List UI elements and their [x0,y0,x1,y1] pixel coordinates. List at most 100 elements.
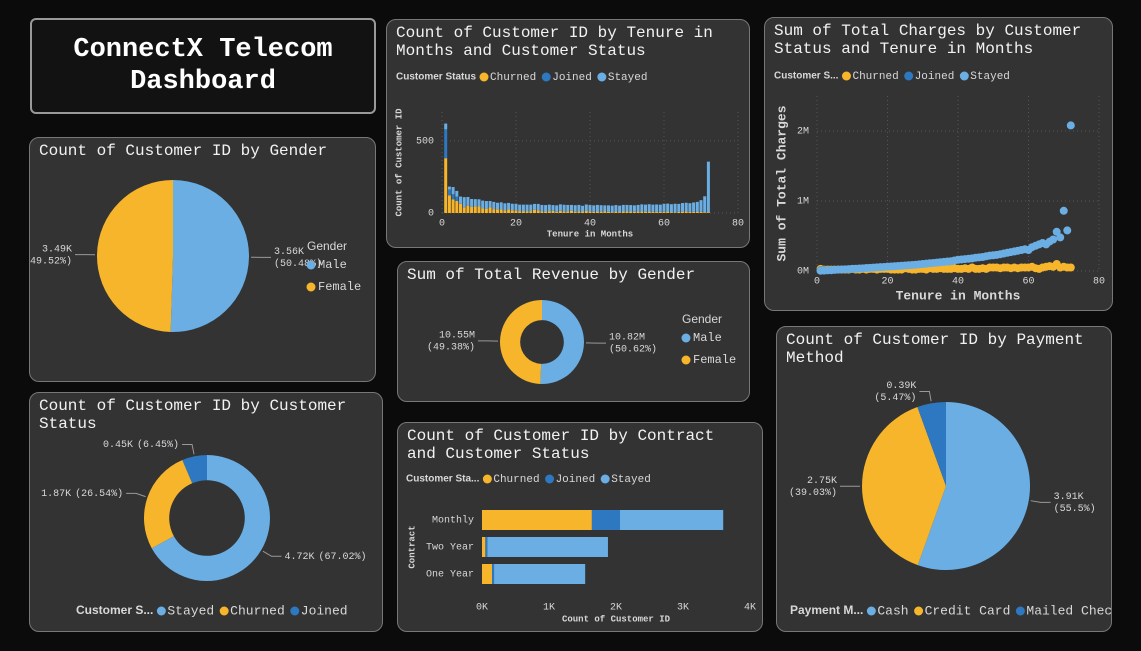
legend-label: Male [693,331,722,345]
bar [666,211,670,213]
legend-label: Joined [552,72,592,84]
bar [540,204,544,212]
legend-label: Stayed [608,72,648,84]
pie-slice [917,402,1030,570]
legend-marker [482,474,492,484]
scatter-point [1059,206,1068,215]
bar [588,211,592,213]
data-label: 10.55M [439,331,475,342]
bar [706,161,710,213]
chart-title: Count of Customer ID by Payment Method [786,331,1084,367]
bar [625,204,629,212]
bar [607,205,610,212]
legend-label: Cash [877,603,908,618]
legend-label: Joined [915,71,955,83]
legend-label: Stayed [970,71,1010,83]
percent-label: (55.5%) [1054,503,1096,515]
data-label: 2.75K [807,476,837,487]
x-tick-label: 2K [610,603,622,614]
legend-marker [841,71,851,81]
chart-area: 0 20 40 60 80 0 500 Tenure in Months Count of Cu… [394,72,744,240]
pie-slice [499,300,542,384]
bar [447,189,451,196]
bar [636,211,640,213]
bar [699,200,703,212]
bar [455,201,459,213]
chart-area: 3.91K(55.5%) 2.75K(39.03%) 0.39K(5.47%) Pay… [789,381,1111,618]
percent-label: (39.03%) [789,487,837,499]
pie-slice [182,455,207,484]
bar [555,205,559,212]
bar [525,204,529,212]
chart-panel: Count of Customer ID by Payment Method 3.… [776,326,1112,632]
bar [547,204,551,212]
x-tick-label: 3K [677,603,689,614]
x-tick-label: 60 [658,219,670,230]
bar [666,203,670,212]
bar [536,210,540,213]
bar [470,199,474,207]
data-label: 3.49K [42,244,72,255]
bar [632,205,636,212]
bar [466,205,470,213]
data-label: 3.56K [274,247,304,258]
dashboard-title: ConnectX Telecom Dashboard [73,35,333,97]
bar [521,204,525,212]
bar [473,206,477,213]
bar [507,209,511,213]
bar [592,205,596,212]
legend-marker [156,606,166,616]
bar [618,205,622,213]
leader-line [1030,500,1051,503]
bar [703,212,707,213]
bar [529,204,533,212]
bar [551,205,555,211]
bar [599,211,603,213]
leader-line [262,550,282,557]
bar [482,537,486,557]
bar [444,158,448,213]
bar [510,203,514,211]
legend-marker [914,606,924,616]
legend-marker [541,72,551,82]
bar [673,203,677,213]
legend-label: Churned [852,71,898,83]
pie-slice [540,300,584,384]
bar [451,194,455,200]
bar [494,564,586,584]
y-tick-label: 0 [428,209,434,220]
legend-marker [306,260,316,270]
bar [510,210,514,213]
bar [533,209,536,213]
bar [677,203,681,212]
pie-slice [96,180,173,332]
x-tick-label: 4K [744,603,756,614]
bar [558,210,562,213]
bar [447,186,451,190]
bar [662,203,666,212]
bar [482,564,493,584]
legend-label: Mailed Check [1026,603,1111,618]
legend-title: Customer Sta... [406,474,480,485]
bar [536,203,540,211]
scatter-point [1049,235,1058,244]
bar [655,204,659,212]
bar [595,211,599,213]
y-axis-title: Count of Customer ID [394,108,404,217]
bar [459,203,462,213]
bar [482,510,592,530]
legend-marker [219,606,229,616]
x-tick-label: 1K [543,603,555,614]
x-tick-label: 0K [476,603,488,614]
bar [577,204,581,212]
chart-panel: Sum of Total Charges by Customer Status … [764,17,1113,311]
legend-title: Gender [682,312,722,326]
bar [658,204,662,212]
bar [503,203,507,211]
percent-label: (49.52%) [30,255,72,267]
bar [703,196,707,213]
legend-label: Joined [301,603,348,618]
bar [562,204,566,212]
chart-title: Count of Customer ID by Gender [39,142,328,160]
percent-label: (6.45%) [137,439,179,451]
